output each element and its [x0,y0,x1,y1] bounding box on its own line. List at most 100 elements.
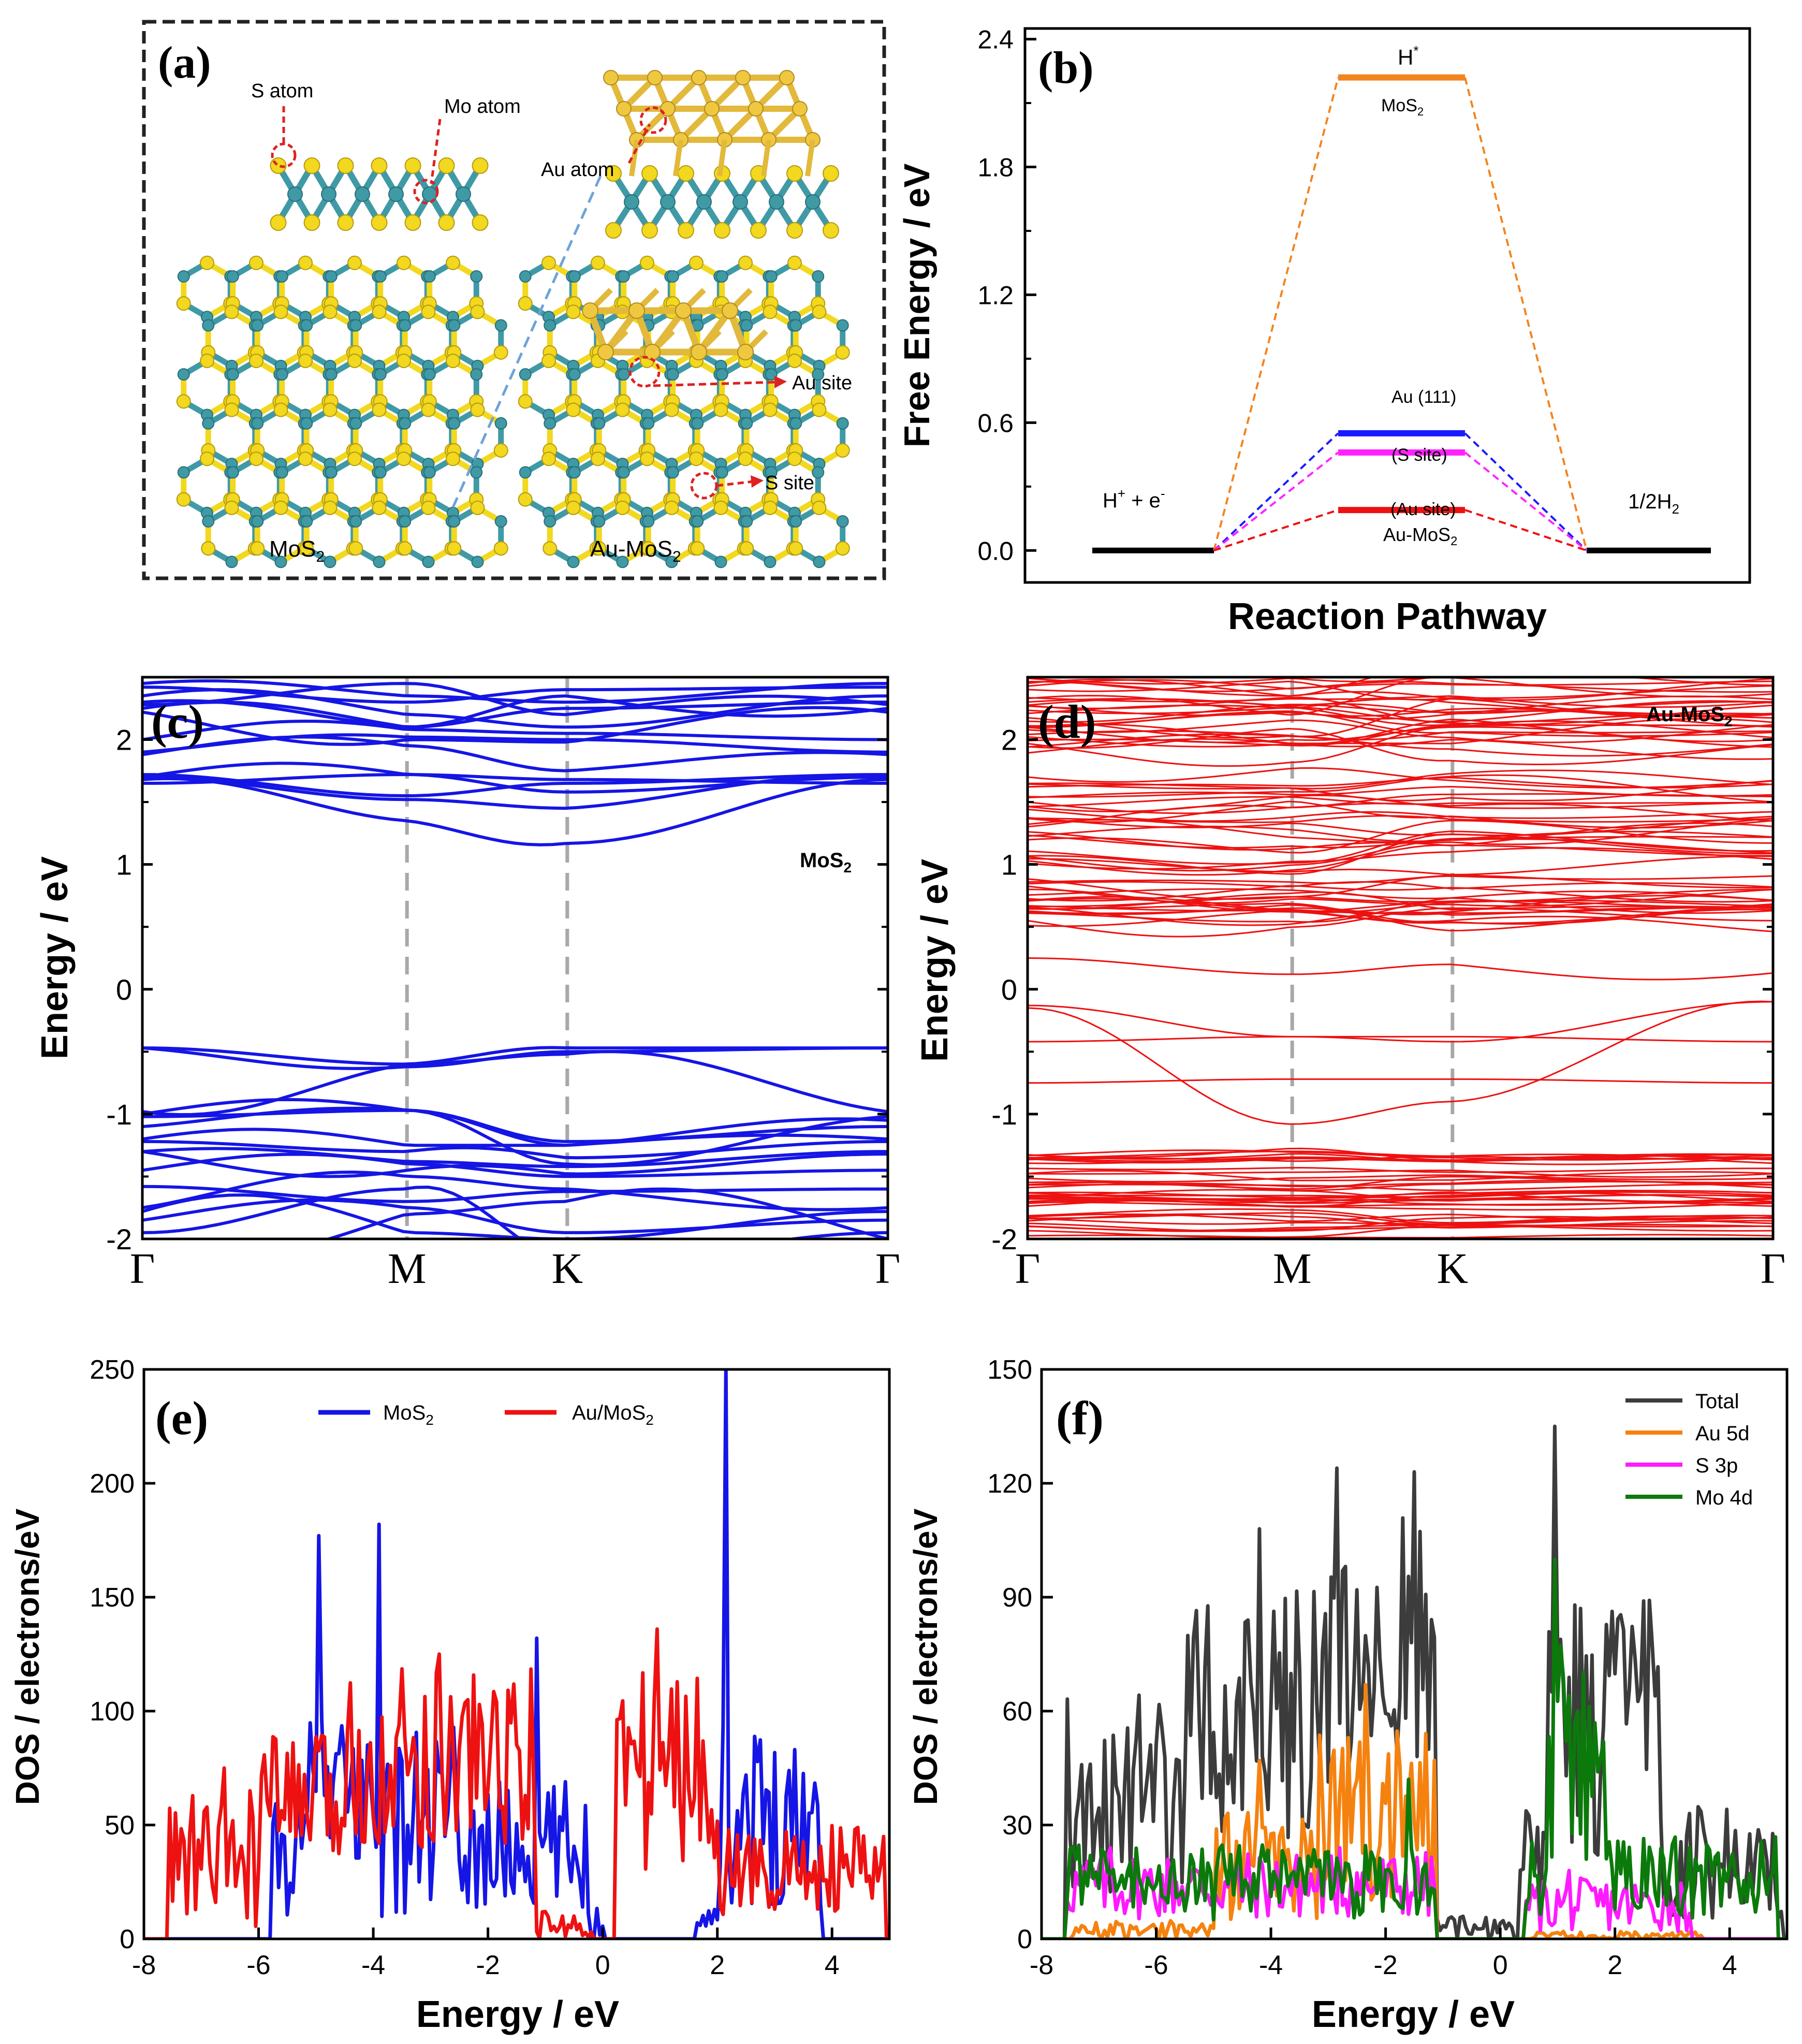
mo-atom [349,417,362,430]
band [142,1152,888,1178]
s-atom [835,541,850,556]
mo-atom [300,417,313,430]
band [1028,888,1773,901]
s-atom [347,353,362,368]
k-point-label: Γ [1015,1245,1041,1293]
band [142,1193,888,1239]
s-atom [640,255,654,270]
mo-atom [519,270,532,283]
au-atom [779,70,795,85]
s-atom [323,500,338,515]
mo-atom [691,515,704,528]
panel-e-ylabel: DOS / electrons/eV [9,1508,46,1805]
x-tick-label: -8 [1030,1950,1053,1980]
mo-atom [813,556,826,568]
s-atom [421,304,436,319]
s-atom [678,165,694,182]
au-atom [704,101,720,116]
s-atom [200,353,214,368]
mo-atom [177,368,190,381]
panel-d: (d) Au-MoS2 210-1-2Γ M K Γ Energy / eV [914,676,1785,1293]
mo-atom [696,194,712,210]
mo-atom [349,515,362,528]
s-atom [591,451,605,466]
s-atom [200,255,214,270]
y-tick-label: 90 [1002,1583,1032,1613]
s-atom [518,492,533,507]
y-tick-label: 1.2 [977,281,1014,310]
band [1028,844,1773,876]
s-atom [404,157,421,174]
band [1028,698,1773,723]
s-atom [298,353,313,368]
band [1028,825,1773,842]
band [1028,1174,1773,1183]
legend-label: Mo 4d [1695,1486,1753,1509]
mo-atom [349,319,362,332]
s-atom [763,402,778,417]
caption-mos2: MoS2 [269,536,325,565]
y-tick-label: 60 [1002,1697,1032,1727]
mo-atom [567,556,580,568]
k-point-label: M [1273,1245,1312,1293]
s-atom [421,402,436,417]
s-atom [689,451,704,466]
mo-atom [423,270,436,283]
s-atom [397,255,411,270]
panel-b-ylabel: Free Energy / eV [897,163,937,447]
y-tick-label: 0 [116,973,132,1006]
band [1028,1244,1773,1252]
panel-f-xlabel: Energy / eV [1312,1994,1515,2035]
s-atom [664,402,679,417]
mo-atom [769,194,784,210]
s-atom [641,165,658,182]
s-atom [446,255,460,270]
s-atom [472,214,489,231]
band [142,1140,888,1160]
y-tick-label: -1 [991,1098,1017,1131]
mo-atom [448,515,461,528]
mo-atom [287,186,303,202]
panel-e-axes: -8 -6 -4 -2 0 2 4 0 50 100 150 200 250 [90,1355,839,1980]
band [1028,1201,1773,1207]
connector-right [1464,77,1588,551]
mo-atom [251,515,264,528]
y-tick-label: 100 [90,1697,135,1727]
panel-d-axes: 210-1-2Γ M K Γ [991,724,1785,1293]
k-point-label: Γ [875,1245,901,1293]
x-tick-label: 2 [1607,1950,1622,1980]
mo-atom [715,466,728,479]
s-atom [786,165,803,182]
band [142,699,888,729]
mo-atom [422,186,437,202]
y-tick-label: 0.0 [977,536,1014,565]
state-label-h-plus: H+ + e- [1103,486,1165,512]
s-atom [470,402,485,417]
y-tick-label: 0 [1017,1924,1032,1954]
au-bond [761,139,771,177]
band [1028,678,1773,701]
panel-c: (c) MoS2 210-1-2Γ M K Γ Energy / eV [34,676,901,1293]
svg-text:Au site: Au site [792,372,852,394]
mo-atom [355,186,370,202]
dos-series-mo4d [1042,1557,1787,1939]
mo-atom [202,417,215,430]
mo-atom [399,417,412,430]
au-atom [691,344,707,360]
s-atom [592,541,607,556]
s-atom [763,304,778,319]
band [142,706,888,746]
mo-atom [177,270,190,283]
dos-series-au5d [1042,1683,1787,1939]
y-tick-label: 0 [1001,973,1017,1006]
au-mos2-side-view [603,70,839,239]
mo-atom [471,556,484,568]
mo-atom [665,556,678,568]
connector-right [1464,432,1588,551]
mo-atom [423,466,436,479]
band [1028,1223,1773,1232]
s-atom [224,500,239,515]
s-atom [298,451,313,466]
y-tick-label: 150 [90,1583,135,1613]
band [142,688,888,729]
